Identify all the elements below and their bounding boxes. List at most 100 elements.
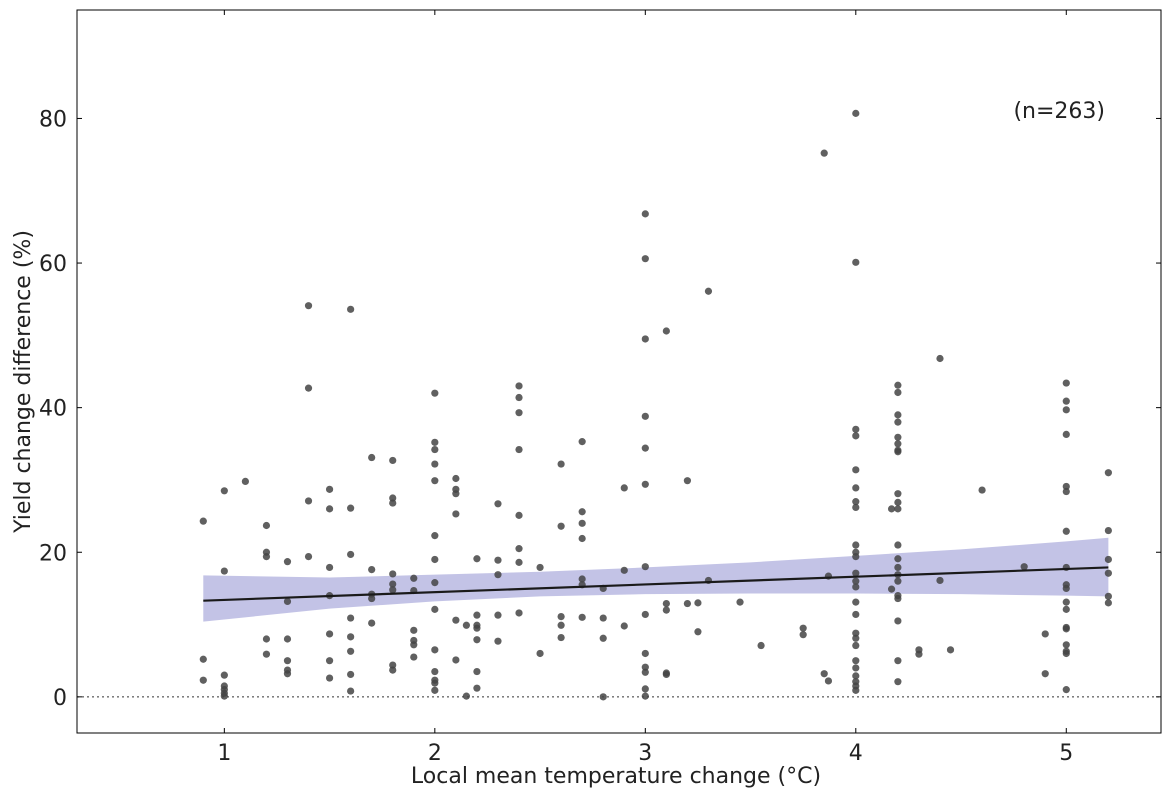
data-point (894, 388, 902, 397)
data-point (852, 634, 860, 642)
x-tick-label: 3 (638, 741, 652, 766)
data-point (347, 647, 355, 655)
data-point (410, 574, 418, 582)
data-point (641, 255, 649, 263)
data-point (936, 576, 944, 585)
sample-size-annotation: (n=263) (1013, 99, 1105, 124)
data-point (852, 577, 860, 585)
data-point (820, 149, 828, 157)
data-point (431, 445, 439, 454)
data-point (820, 670, 828, 678)
data-point (199, 676, 207, 684)
data-point (368, 619, 376, 627)
data-point (852, 598, 860, 606)
data-point (1062, 625, 1070, 633)
data-point (641, 412, 649, 420)
data-point (1062, 406, 1070, 414)
data-point (620, 484, 628, 492)
data-point (431, 477, 439, 485)
data-point (325, 505, 334, 513)
data-point (852, 672, 860, 680)
data-point (262, 552, 271, 561)
data-point (1062, 527, 1070, 535)
data-point (894, 411, 902, 419)
data-point (304, 552, 313, 561)
data-point (368, 453, 376, 462)
data-point (262, 635, 271, 643)
data-point (1062, 641, 1070, 649)
data-point (515, 409, 523, 417)
data-point (894, 577, 902, 585)
data-point (494, 637, 502, 645)
data-point (1062, 686, 1070, 694)
x-tick-label: 1 (217, 741, 231, 766)
data-point (389, 499, 397, 507)
data-point (220, 671, 228, 679)
fit-line-layer (203, 566, 1109, 602)
data-point (515, 609, 523, 617)
data-point (578, 534, 586, 543)
data-point (894, 555, 902, 563)
data-point (462, 621, 470, 629)
data-point (799, 624, 807, 632)
data-point (431, 667, 439, 676)
data-point (347, 550, 355, 559)
data-point (662, 670, 670, 679)
data-point (1062, 487, 1070, 496)
data-point (325, 630, 334, 638)
data-point (304, 302, 313, 310)
ticks-layer: 1 2 3 4 5 0 20 40 60 80 (39, 10, 1161, 766)
data-point (1062, 430, 1070, 439)
data-point (304, 497, 313, 505)
data-point (431, 460, 439, 468)
data-point (852, 629, 860, 637)
data-point (515, 545, 523, 553)
data-point (887, 585, 896, 593)
data-point (599, 634, 607, 642)
data-point (515, 393, 523, 402)
data-point (199, 655, 207, 663)
data-point (494, 611, 502, 619)
data-point (852, 686, 860, 694)
data-point (1104, 592, 1112, 600)
data-point (431, 679, 439, 687)
data-point (578, 575, 586, 583)
data-point (599, 693, 607, 701)
data-point (852, 503, 860, 512)
data-point (824, 677, 833, 685)
data-point (473, 611, 481, 619)
data-point (620, 622, 628, 630)
data-point (557, 621, 565, 629)
data-point (641, 663, 649, 671)
data-point (894, 594, 902, 603)
data-point (1041, 630, 1049, 638)
data-point (473, 667, 481, 676)
data-point (368, 594, 376, 603)
data-point (852, 109, 860, 117)
data-point (887, 505, 896, 513)
data-point (557, 460, 565, 468)
data-point (694, 628, 702, 636)
data-point (462, 692, 470, 700)
data-point (283, 657, 292, 665)
data-point (283, 635, 292, 643)
data-point (410, 626, 418, 634)
data-point (557, 612, 565, 621)
data-point (557, 522, 565, 530)
data-point (852, 466, 860, 474)
data-point (757, 641, 765, 650)
data-point (852, 425, 860, 433)
data-point (620, 566, 628, 574)
data-point (347, 305, 355, 313)
data-point (431, 555, 439, 564)
data-point (852, 484, 860, 492)
data-point (894, 418, 902, 426)
x-tick-label: 2 (428, 741, 442, 766)
regression-line (203, 566, 1109, 602)
data-point (262, 521, 271, 530)
data-point (852, 498, 860, 506)
data-point (852, 569, 860, 577)
data-point (536, 649, 544, 658)
data-point (641, 444, 649, 452)
data-point (515, 382, 523, 390)
